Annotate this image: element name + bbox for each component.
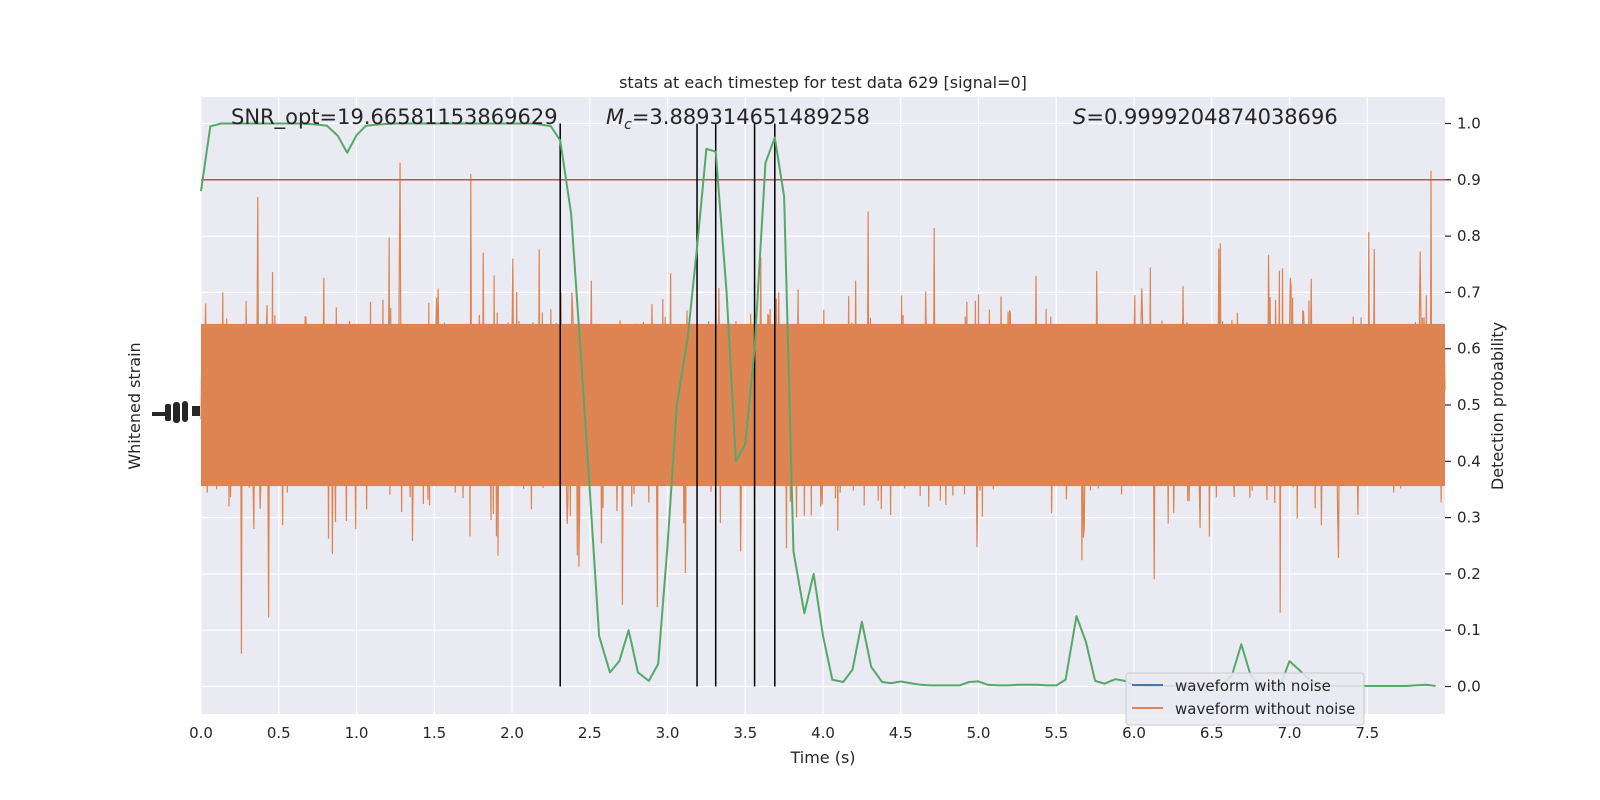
x-tick-label: 1.5 xyxy=(422,724,446,742)
event-markers xyxy=(559,123,776,687)
x-tick-label: 2.5 xyxy=(578,724,602,742)
x-tick-label: 3.0 xyxy=(656,724,680,742)
legend-label-noise: waveform with noise xyxy=(1175,677,1331,695)
x-tick-label: 7.5 xyxy=(1355,724,1379,742)
s-symbol: S xyxy=(1073,105,1086,129)
strain-trace xyxy=(200,162,1446,654)
x-axis-label: Time (s) xyxy=(789,748,855,767)
x-tick-label: 7.0 xyxy=(1278,724,1302,742)
strain-series xyxy=(200,162,1446,654)
x-tick-label: 2.0 xyxy=(500,724,524,742)
x-tick-label: 5.0 xyxy=(967,724,991,742)
snr-annotation: SNR_opt=19.66581153869629 xyxy=(231,105,558,130)
y-tick-label: 0.5 xyxy=(1457,396,1481,414)
legend-box xyxy=(1125,672,1365,726)
s-value: =0.9999204874038696 xyxy=(1086,105,1337,129)
y-axis-right-label: Detection probability xyxy=(1488,322,1507,490)
x-tick-label: 4.5 xyxy=(889,724,913,742)
y-axis-left-ticks-collapsed xyxy=(152,401,200,423)
x-tick-label: 1.0 xyxy=(345,724,369,742)
y-tick-label: 0.1 xyxy=(1457,621,1481,639)
x-tick-label: 6.0 xyxy=(1122,724,1146,742)
y-tick-label: 0.9 xyxy=(1457,171,1481,189)
y-tick-label: 1.0 xyxy=(1457,115,1481,133)
legend: waveform with noise waveform without noi… xyxy=(1125,672,1365,726)
x-tick-label: 6.5 xyxy=(1200,724,1224,742)
legend-label-clean: waveform without noise xyxy=(1175,700,1355,718)
mc-value: =3.889314651489258 xyxy=(632,105,870,129)
mc-subscript: c xyxy=(624,117,632,133)
y-tick-label: 0.0 xyxy=(1457,678,1481,696)
y-tick-label: 0.2 xyxy=(1457,565,1481,583)
x-tick-label: 0.5 xyxy=(267,724,291,742)
s-annotation: S=0.9999204874038696 xyxy=(1073,105,1338,129)
mc-symbol: M xyxy=(606,105,624,129)
y-tick-label: 0.4 xyxy=(1457,452,1481,470)
y-axis-left-label: Whitened strain xyxy=(125,342,144,469)
chirp-mass-annotation: Mc=3.889314651489258 xyxy=(606,105,870,133)
x-axis-ticks: 0.0 0.5 1.0 1.5 2.0 2.5 3.0 3.5 4.0 4.5 5.0 5.5 6.0 6… xyxy=(189,724,1379,742)
y-tick-label: 0.6 xyxy=(1457,340,1481,358)
y-tick-label: 0.8 xyxy=(1457,227,1481,245)
y-axis-right-ticks: 0.0 0.1 0.2 0.3 0.4 0.5 0.6 0.7 0.8 0.9 1.0 xyxy=(1445,115,1481,696)
chart-title: stats at each timestep for test data 629… xyxy=(619,73,1027,92)
x-tick-label: 3.5 xyxy=(733,724,757,742)
x-tick-label: 0.0 xyxy=(189,724,213,742)
x-tick-label: 4.0 xyxy=(811,724,835,742)
y-tick-label: 0.7 xyxy=(1457,283,1481,301)
y-tick-label: 0.3 xyxy=(1457,509,1481,527)
x-tick-label: 5.5 xyxy=(1044,724,1068,742)
